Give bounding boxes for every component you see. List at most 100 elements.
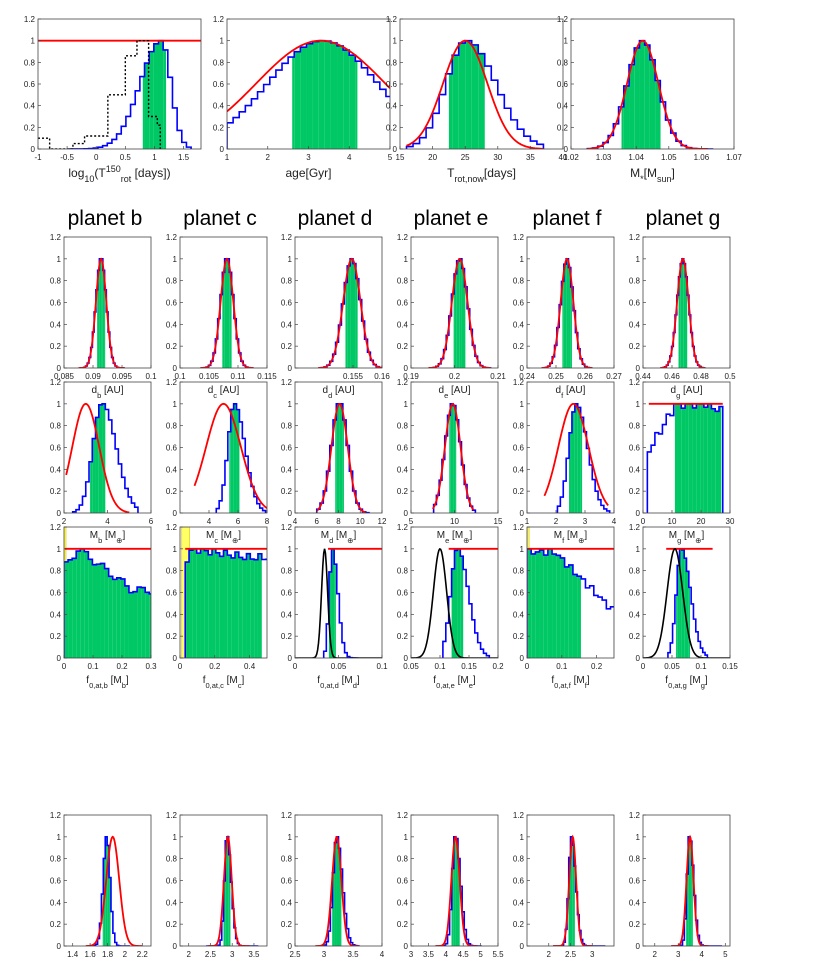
fill-bar-M_d-6 — [336, 403, 340, 513]
fill-bar-M_g-15 — [703, 407, 708, 513]
ytick-label-f_b-1: 0.2 — [50, 632, 62, 641]
fill-bar-d_b-11 — [99, 258, 102, 368]
fill-bar-f_e-4 — [454, 550, 458, 658]
reference-f_g — [643, 548, 730, 658]
ytick-label-R_d-5: 1 — [288, 833, 293, 842]
xtick-label-d_b-0: 0.085 — [54, 372, 75, 381]
ytick-label-logT-6: 1.2 — [24, 15, 36, 24]
ytick-label-f_b-5: 1 — [57, 545, 62, 554]
ytick-label-M_c-4: 0.8 — [166, 422, 178, 431]
fill-bar-M_d-8 — [342, 419, 344, 513]
fill-bar-R_g-10 — [690, 841, 692, 946]
fill-bar-f_f-3 — [539, 550, 544, 658]
prior-curve-d_f — [541, 257, 593, 368]
fill-bar-f_f-4 — [543, 555, 548, 658]
ytick-label-logT-2: 0.4 — [24, 102, 36, 111]
ytick-label-R_d-4: 0.8 — [281, 855, 293, 864]
xlabel-part-f_e-2: [M — [455, 675, 469, 686]
fill-bar-age-12 — [300, 47, 307, 149]
fill-bar-logT-19 — [158, 40, 164, 149]
panel-R_f: 00.20.40.60.811.222.53Rf [R⊕] — [513, 811, 615, 959]
xtick-label-age-1: 2 — [266, 153, 271, 162]
ytick-label-d_g-5: 1 — [636, 255, 641, 264]
fill-bar-f_c-13 — [234, 551, 239, 658]
xlabel-part-M_g-4: ] — [701, 530, 704, 541]
ytick-label-f_d-6: 1.2 — [281, 523, 293, 532]
fill-bar-d_b-10 — [97, 270, 100, 368]
panel-d_d: 0 0.2 0.4 0.6 0.8 1 1.2 0.155 0.16 dd [AU] — [281, 233, 390, 400]
ytick-label-M_g-1: 0.2 — [629, 487, 641, 496]
fill-bar-d_g-11 — [680, 263, 683, 368]
fill-bar-R_f-9 — [568, 857, 571, 946]
fill-bar-d_g-12 — [682, 258, 684, 368]
plot-area-f_b — [64, 527, 151, 658]
xtick-label-d_b-1: 0.09 — [85, 372, 101, 381]
xlabel-d_g: dg [AU] — [671, 385, 703, 400]
fill-bar-d_f-8 — [562, 281, 564, 368]
xtick-label-f_b-0: 0 — [62, 662, 67, 671]
xtick-label-M_g-1: 10 — [668, 517, 677, 526]
ytick-label-R_e-5: 1 — [404, 833, 409, 842]
plot-area-M_d — [315, 402, 370, 513]
prior-curve-d_b — [78, 257, 125, 368]
fill-bar-f_b-18 — [137, 587, 142, 658]
xlabel-part-f_e-1: 0,at,e — [436, 681, 455, 690]
fill-bar-R_f-11 — [572, 845, 574, 946]
fill-bar-mstar-8 — [629, 64, 635, 149]
fill-bar-d_c-12 — [229, 272, 232, 368]
ytick-label-d_b-1: 0.2 — [50, 342, 62, 351]
fill-bar-M_f-7 — [577, 407, 581, 513]
ytick-label-f_b-4: 0.8 — [50, 567, 62, 576]
fill-bar-f_b-5 — [84, 551, 89, 658]
xtick-label-R_d-3: 4 — [380, 950, 385, 959]
ytick-label-d_b-5: 1 — [57, 255, 62, 264]
ytick-label-d_e-0: 0 — [404, 364, 409, 373]
fill-bar-f_c-14 — [238, 557, 243, 658]
fill-bar-age-18 — [337, 45, 344, 149]
xtick-label-logT-2: 0 — [94, 153, 99, 162]
fill-bar-d_b-14 — [104, 289, 106, 368]
xtick-label-f_c-2: 0.4 — [244, 662, 256, 671]
xtick-label-R_c-0: 2 — [186, 950, 191, 959]
fill-bar-age-21 — [355, 61, 358, 149]
histogram-f_e — [442, 548, 491, 658]
ytick-label-trot-5: 1 — [393, 37, 398, 46]
ytick-label-d_c-5: 1 — [173, 255, 178, 264]
fill-bar-age-20 — [349, 55, 356, 149]
fill-bar-f_f-8 — [560, 557, 565, 658]
ytick-label-d_f-2: 0.4 — [513, 320, 525, 329]
fill-bar-d_c-10 — [224, 258, 227, 368]
ytick-label-f_b-3: 0.6 — [50, 589, 62, 598]
xtick-label-logT-1: -0.5 — [60, 153, 74, 162]
xlabel-part-d_d-0: d — [323, 385, 329, 396]
xtick-label-age-2: 3 — [306, 153, 311, 162]
fill-bar-M_f-5 — [571, 411, 575, 513]
fill-bar-f_f-0 — [528, 548, 532, 658]
ytick-label-trot-0: 0 — [393, 145, 398, 154]
ytick-label-age-3: 0.6 — [213, 80, 225, 89]
ytick-label-R_g-1: 0.2 — [629, 920, 641, 929]
fill-bar-R_c-11 — [225, 840, 227, 946]
fill-bar-d_e-10 — [456, 260, 460, 368]
ytick-label-M_c-1: 0.2 — [166, 487, 178, 496]
ytick-label-M_f-2: 0.4 — [513, 465, 525, 474]
fill-bar-M_c-4 — [229, 431, 231, 513]
xlabel-part-f_g-1: 0,at,g — [668, 681, 687, 690]
xtick-label-f_f-0: 0 — [525, 662, 530, 671]
ytick-label-d_b-0: 0 — [57, 364, 62, 373]
xtick-label-d_g-2: 0.48 — [693, 372, 709, 381]
ytick-label-d_c-6: 1.2 — [166, 233, 178, 242]
histogram-f_c — [184, 548, 267, 658]
ytick-label-R_e-0: 0 — [404, 942, 409, 951]
plot-area-f_g — [643, 547, 730, 658]
xlabel-part-mstar-2: [M — [644, 166, 657, 180]
xlabel-part-M_d-4: ] — [353, 530, 356, 541]
xtick-label-trot-2: 25 — [461, 153, 470, 162]
xtick-label-f_g-0: 0 — [641, 662, 646, 671]
fill-bar-age-19 — [343, 50, 350, 149]
xtick-label-R_e-4: 5 — [478, 950, 483, 959]
ytick-label-R_g-4: 0.8 — [629, 855, 641, 864]
axes-box-d_d — [294, 236, 383, 369]
plot-area-R_e — [435, 835, 482, 946]
